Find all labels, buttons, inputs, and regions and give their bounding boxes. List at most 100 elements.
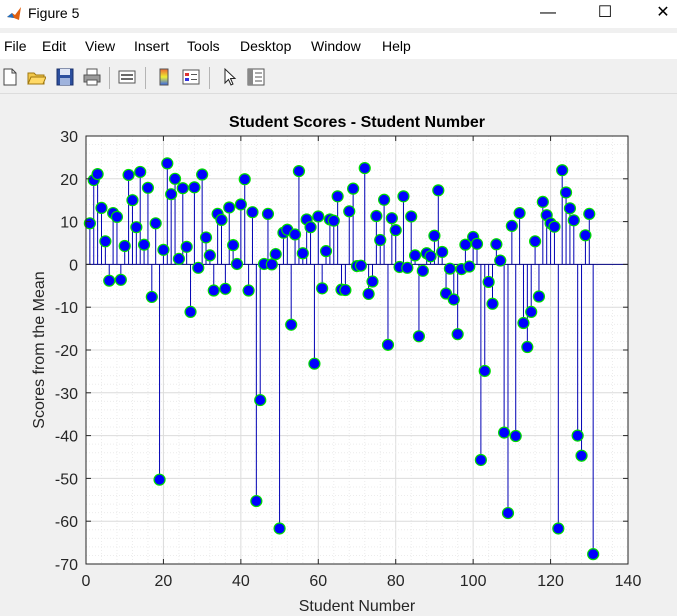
data-point [196,168,209,181]
data-point [137,238,151,251]
x-tick-label: 80 [387,573,405,590]
data-point [501,506,515,520]
data-point [95,201,108,215]
data-point [83,217,96,230]
colorbar-icon[interactable] [154,67,174,87]
data-point [122,168,135,182]
data-point [130,221,143,234]
toolbar-separator [145,67,146,89]
data-point [261,207,275,220]
data-point [238,173,251,186]
maximize-button[interactable]: ☐ [597,4,613,21]
stem-chart[interactable]: 0 20 40 60 80 100 120 140 3020100-10-20-30-40-5… [0,94,677,616]
toolbar-separator [209,67,210,89]
data-point [176,182,189,195]
data-point [319,245,333,258]
data-point [428,229,441,242]
y-tick-label: 10 [60,215,78,232]
matlab-logo-icon [7,7,21,20]
figure-canvas: 0 20 40 60 80 100 120 140 30 20 10 0 -10 -20 -30 -40 -5… [0,94,677,616]
data-point [474,453,487,467]
data-point [536,195,549,209]
y-tick-label: -70 [55,557,78,574]
menu-insert[interactable]: Insert [134,38,170,54]
data-point [583,207,596,220]
data-point [118,239,131,253]
data-point [110,210,124,223]
figure-toolbar [0,61,677,94]
data-point [490,238,503,251]
data-point [165,188,178,201]
y-axis-label: Scores from the Mean [31,271,48,428]
close-button[interactable]: ✕ [656,4,670,21]
stem-lines [89,163,594,555]
property-editor-icon[interactable] [246,67,266,87]
minimize-button[interactable]: — [540,4,556,21]
data-point [126,194,139,207]
data-point [172,252,186,265]
data-point [312,210,325,223]
data-point [486,297,499,310]
data-point [250,494,263,508]
toolbar-separator [109,67,110,89]
pointer-icon[interactable] [220,67,240,87]
data-point [459,238,472,251]
data-point [482,275,495,289]
y-tick-label: 30 [60,129,78,146]
data-point [397,190,410,203]
menu-tools[interactable]: Tools [187,38,220,54]
data-point [199,231,213,244]
open-file-icon[interactable] [26,67,46,87]
data-point [327,214,340,227]
x-tick-label: 140 [615,573,642,590]
data-point [269,248,282,261]
data-point [405,210,418,223]
y-tick-label: 20 [60,172,78,189]
print-icon[interactable] [82,67,102,87]
data-point [587,548,600,561]
x-tick-label: 40 [232,573,250,590]
save-icon[interactable] [55,67,75,87]
data-point [579,229,592,242]
menu-edit[interactable]: Edit [42,38,67,54]
data-point [556,164,569,177]
data-point [436,245,449,259]
menu-window[interactable]: Window [311,38,361,54]
data-point [451,328,464,341]
data-point [157,243,170,256]
data-point [223,201,236,214]
data-point [370,209,383,223]
data-point [358,161,371,175]
data-point [168,172,182,185]
y-tick-label: -40 [55,429,78,446]
data-point [246,206,259,219]
menu-help[interactable]: Help [382,38,411,54]
data-point [296,247,309,260]
data-point [242,284,255,297]
data-point [571,429,584,442]
new-figure-icon[interactable] [0,67,20,87]
data-point [494,254,507,267]
menu-view[interactable]: View [85,38,116,54]
menu-file[interactable]: File [4,38,27,54]
data-point [265,258,278,271]
menu-desktop[interactable]: Desktop [240,38,292,54]
data-point [416,264,429,277]
data-point [575,449,588,462]
data-point [134,165,147,179]
data-point [505,219,518,232]
data-point [525,305,538,319]
legend-icon[interactable] [181,67,201,87]
y-tick-label: 0 [69,257,78,274]
data-point [254,393,267,407]
chart-title: Student Scores - Student Number [229,114,485,131]
data-point [273,522,286,535]
data-point [192,261,205,274]
data-point [374,233,387,247]
data-point [219,282,232,295]
data-point [548,220,561,233]
link-plot-icon[interactable] [117,67,137,87]
y-tick-label: -50 [55,471,78,488]
data-point [145,290,158,304]
data-point [362,287,375,301]
